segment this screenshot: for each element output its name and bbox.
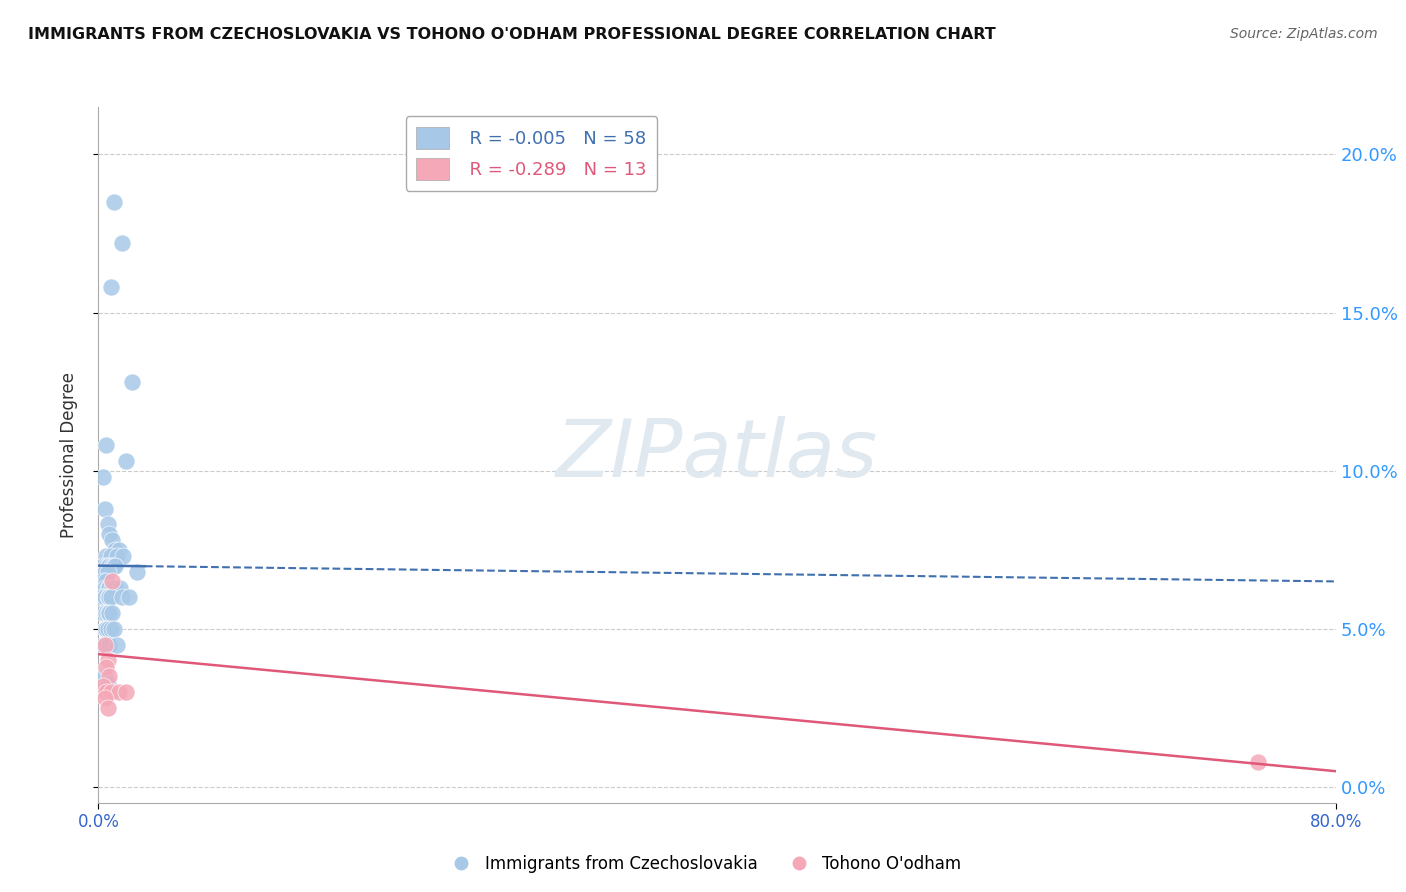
Point	[121, 375, 143, 389]
Point	[1247, 755, 1270, 769]
Point	[91, 638, 114, 652]
Point	[91, 470, 114, 484]
Point	[96, 606, 118, 620]
Point	[115, 685, 138, 699]
Point	[103, 558, 125, 573]
Point	[97, 565, 120, 579]
Point	[101, 606, 124, 620]
Point	[97, 701, 120, 715]
Legend:   R = -0.005   N = 58,   R = -0.289   N = 13: R = -0.005 N = 58, R = -0.289 N = 13	[405, 116, 658, 191]
Point	[101, 581, 124, 595]
Point	[93, 622, 115, 636]
Point	[93, 669, 115, 683]
Point	[97, 653, 120, 667]
Point	[103, 194, 125, 209]
Point	[91, 679, 114, 693]
Text: Source: ZipAtlas.com: Source: ZipAtlas.com	[1230, 27, 1378, 41]
Point	[91, 558, 114, 573]
Point	[98, 558, 121, 573]
Point	[96, 549, 118, 563]
Point	[96, 622, 118, 636]
Point	[93, 501, 115, 516]
Point	[97, 517, 120, 532]
Point	[107, 685, 129, 699]
Point	[97, 558, 120, 573]
Point	[93, 565, 115, 579]
Point	[98, 606, 121, 620]
Point	[103, 622, 125, 636]
Legend: Immigrants from Czechoslovakia, Tohono O'odham: Immigrants from Czechoslovakia, Tohono O…	[437, 848, 969, 880]
Point	[96, 558, 118, 573]
Point	[93, 581, 115, 595]
Point	[96, 574, 118, 589]
Point	[100, 549, 122, 563]
Point	[97, 581, 120, 595]
Point	[112, 549, 135, 563]
Text: IMMIGRANTS FROM CZECHOSLOVAKIA VS TOHONO O'ODHAM PROFESSIONAL DEGREE CORRELATION: IMMIGRANTS FROM CZECHOSLOVAKIA VS TOHONO…	[28, 27, 995, 42]
Point	[98, 581, 121, 595]
Point	[100, 591, 122, 605]
Point	[100, 685, 122, 699]
Point	[91, 606, 114, 620]
Point	[115, 454, 138, 468]
Point	[98, 669, 121, 683]
Point	[101, 574, 124, 589]
Point	[111, 235, 134, 250]
Point	[96, 638, 118, 652]
Point	[96, 438, 118, 452]
Point	[104, 558, 127, 573]
Point	[93, 691, 115, 706]
Point	[101, 533, 124, 548]
Point	[96, 660, 118, 674]
Point	[91, 574, 114, 589]
Point	[100, 280, 122, 294]
Point	[100, 622, 122, 636]
Point	[97, 606, 120, 620]
Point	[98, 527, 121, 541]
Point	[111, 591, 134, 605]
Y-axis label: Professional Degree: Professional Degree	[59, 372, 77, 538]
Point	[118, 591, 141, 605]
Point	[105, 549, 128, 563]
Point	[127, 565, 149, 579]
Point	[98, 591, 121, 605]
Point	[97, 591, 120, 605]
Point	[107, 542, 129, 557]
Point	[108, 581, 131, 595]
Point	[105, 638, 128, 652]
Text: ZIPatlas: ZIPatlas	[555, 416, 879, 494]
Point	[96, 685, 118, 699]
Point	[93, 591, 115, 605]
Point	[104, 542, 127, 557]
Point	[98, 638, 121, 652]
Point	[93, 638, 115, 652]
Point	[90, 591, 112, 605]
Point	[97, 622, 120, 636]
Point	[104, 581, 127, 595]
Point	[101, 558, 124, 573]
Point	[97, 675, 120, 690]
